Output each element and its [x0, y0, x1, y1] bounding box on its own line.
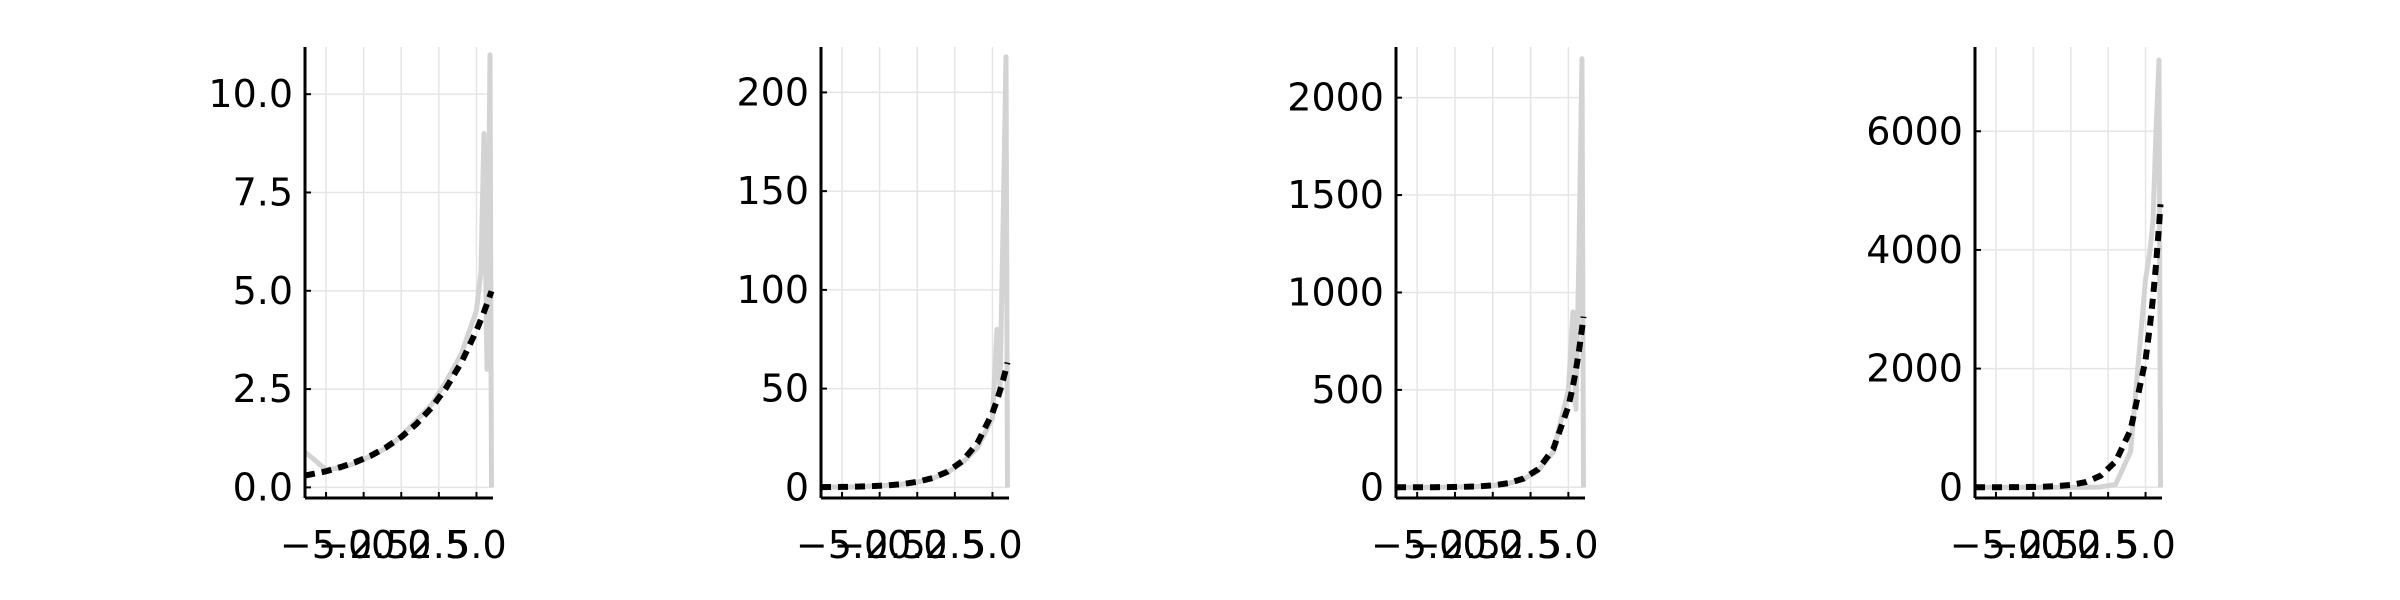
x-tick-label: −2.5: [318, 523, 410, 567]
line-series: [304, 290, 495, 479]
x-tick-label: 2.5: [1500, 523, 1560, 567]
x-tick-label: 0.0: [2041, 523, 2101, 567]
x-tick-label: 2.5: [409, 523, 469, 567]
y-tick-label: 0: [1360, 465, 1384, 509]
y-tick-label: 1000: [1287, 270, 1384, 314]
y-tick-label: 0.0: [233, 465, 293, 509]
x-tick-label: −5.0: [1371, 523, 1463, 567]
line-series: [1975, 57, 2163, 490]
subplot: 0.02.55.07.510.0−5.0−2.50.02.55.0: [208, 47, 507, 567]
x-tick-label: −5.0: [796, 523, 888, 567]
y-tick-label: 2.5: [233, 367, 293, 411]
subplot: 0 500 1000 1500 2000 −5.0−2.50.02.55.0: [1287, 47, 1599, 567]
line-series: [820, 361, 1011, 491]
x-tick-label: −5.0: [280, 523, 372, 567]
line-series: [303, 52, 494, 488]
x-tick-label: −2.5: [1409, 523, 1501, 567]
x-tick-label: 0.0: [371, 523, 431, 567]
y-tick-label: 4000: [1866, 228, 1963, 272]
x-tick-label: −2.5: [834, 523, 926, 567]
y-tick-label: 10.0: [208, 72, 293, 116]
line-series: [1395, 56, 1586, 490]
y-tick-label: 5.0: [233, 269, 293, 313]
x-tick-label: 5.0: [1538, 523, 1598, 567]
subplot: 0 50 100 150 200 −5.0−2.50.02.55.0: [736, 47, 1023, 567]
x-tick-label: 2.5: [2078, 523, 2138, 567]
x-tick-label: 0.0: [1463, 523, 1523, 567]
line-series: [820, 54, 1010, 490]
subplot: 0 2000 4000 6000 −5.0−2.50.02.55.0: [1866, 47, 2176, 567]
y-tick-label: 100: [736, 268, 809, 312]
x-tick-label: −2.5: [1987, 523, 2079, 567]
y-tick-label: 200: [736, 70, 809, 114]
y-tick-label: 2000: [1866, 347, 1963, 391]
x-tick-label: −5.0: [1950, 523, 2042, 567]
y-tick-label: 2000: [1287, 76, 1384, 120]
y-tick-label: 0: [1939, 465, 1963, 509]
y-tick-label: 150: [736, 169, 809, 213]
y-tick-label: 50: [761, 367, 809, 411]
x-tick-label: 5.0: [2115, 523, 2175, 567]
y-tick-label: 7.5: [233, 170, 293, 214]
line-series: [1974, 204, 2164, 491]
y-tick-label: 6000: [1866, 109, 1963, 153]
line-series: [1395, 316, 1587, 491]
x-tick-label: 2.5: [925, 523, 985, 567]
x-tick-label: 5.0: [962, 523, 1022, 567]
y-tick-label: 1500: [1287, 173, 1384, 217]
x-tick-label: 0.0: [887, 523, 947, 567]
y-tick-label: 0: [785, 465, 809, 509]
x-tick-label: 5.0: [446, 523, 506, 567]
y-tick-label: 500: [1311, 368, 1384, 412]
